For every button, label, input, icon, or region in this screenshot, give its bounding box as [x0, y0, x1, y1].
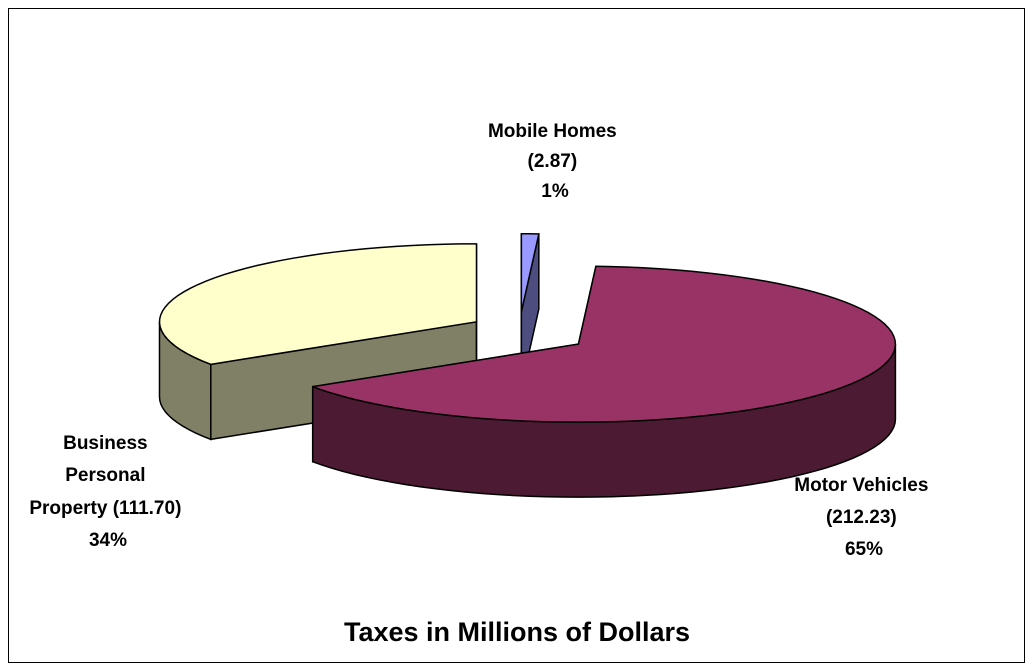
label-bpp-line-2: Personal [65, 465, 145, 486]
label-bpp-line-4: 34% [89, 530, 127, 551]
label-mobile-homes-line-3: 1% [541, 181, 569, 202]
label-bpp-line-3: Property (111.70) [29, 498, 181, 519]
slice-mobile-homes [520, 233, 540, 387]
label-bpp-line-1: Business [63, 433, 147, 454]
slice-business-personal-property [158, 243, 478, 441]
label-mobile-homes-line-1: Mobile Homes [488, 121, 617, 142]
pie-slices [158, 233, 897, 498]
label-motor-vehicles: Motor Vehicles (212.23) 65% [794, 475, 933, 560]
slice-mobile-homes-top [520, 233, 540, 312]
label-mobile-homes-line-2: (2.87) [528, 151, 578, 172]
slice-business-personal-property-top [158, 243, 478, 366]
label-mobile-homes: Mobile Homes (2.87) 1% [488, 121, 622, 202]
label-motor-vehicles-line-3: 65% [845, 539, 883, 560]
label-motor-vehicles-line-2: (212.23) [826, 507, 897, 528]
label-business-personal-property: Business Personal Property (111.70) 34% [29, 433, 186, 551]
chart-title: Taxes in Millions of Dollars [344, 617, 690, 647]
slice-motor-vehicles-top [312, 265, 897, 423]
slice-motor-vehicles [311, 265, 897, 498]
label-motor-vehicles-line-1: Motor Vehicles [794, 475, 928, 496]
